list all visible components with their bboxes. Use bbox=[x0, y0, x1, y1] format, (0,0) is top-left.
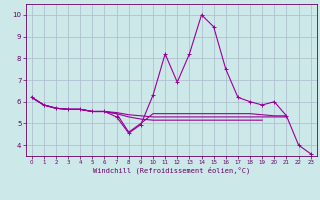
X-axis label: Windchill (Refroidissement éolien,°C): Windchill (Refroidissement éolien,°C) bbox=[92, 167, 250, 174]
